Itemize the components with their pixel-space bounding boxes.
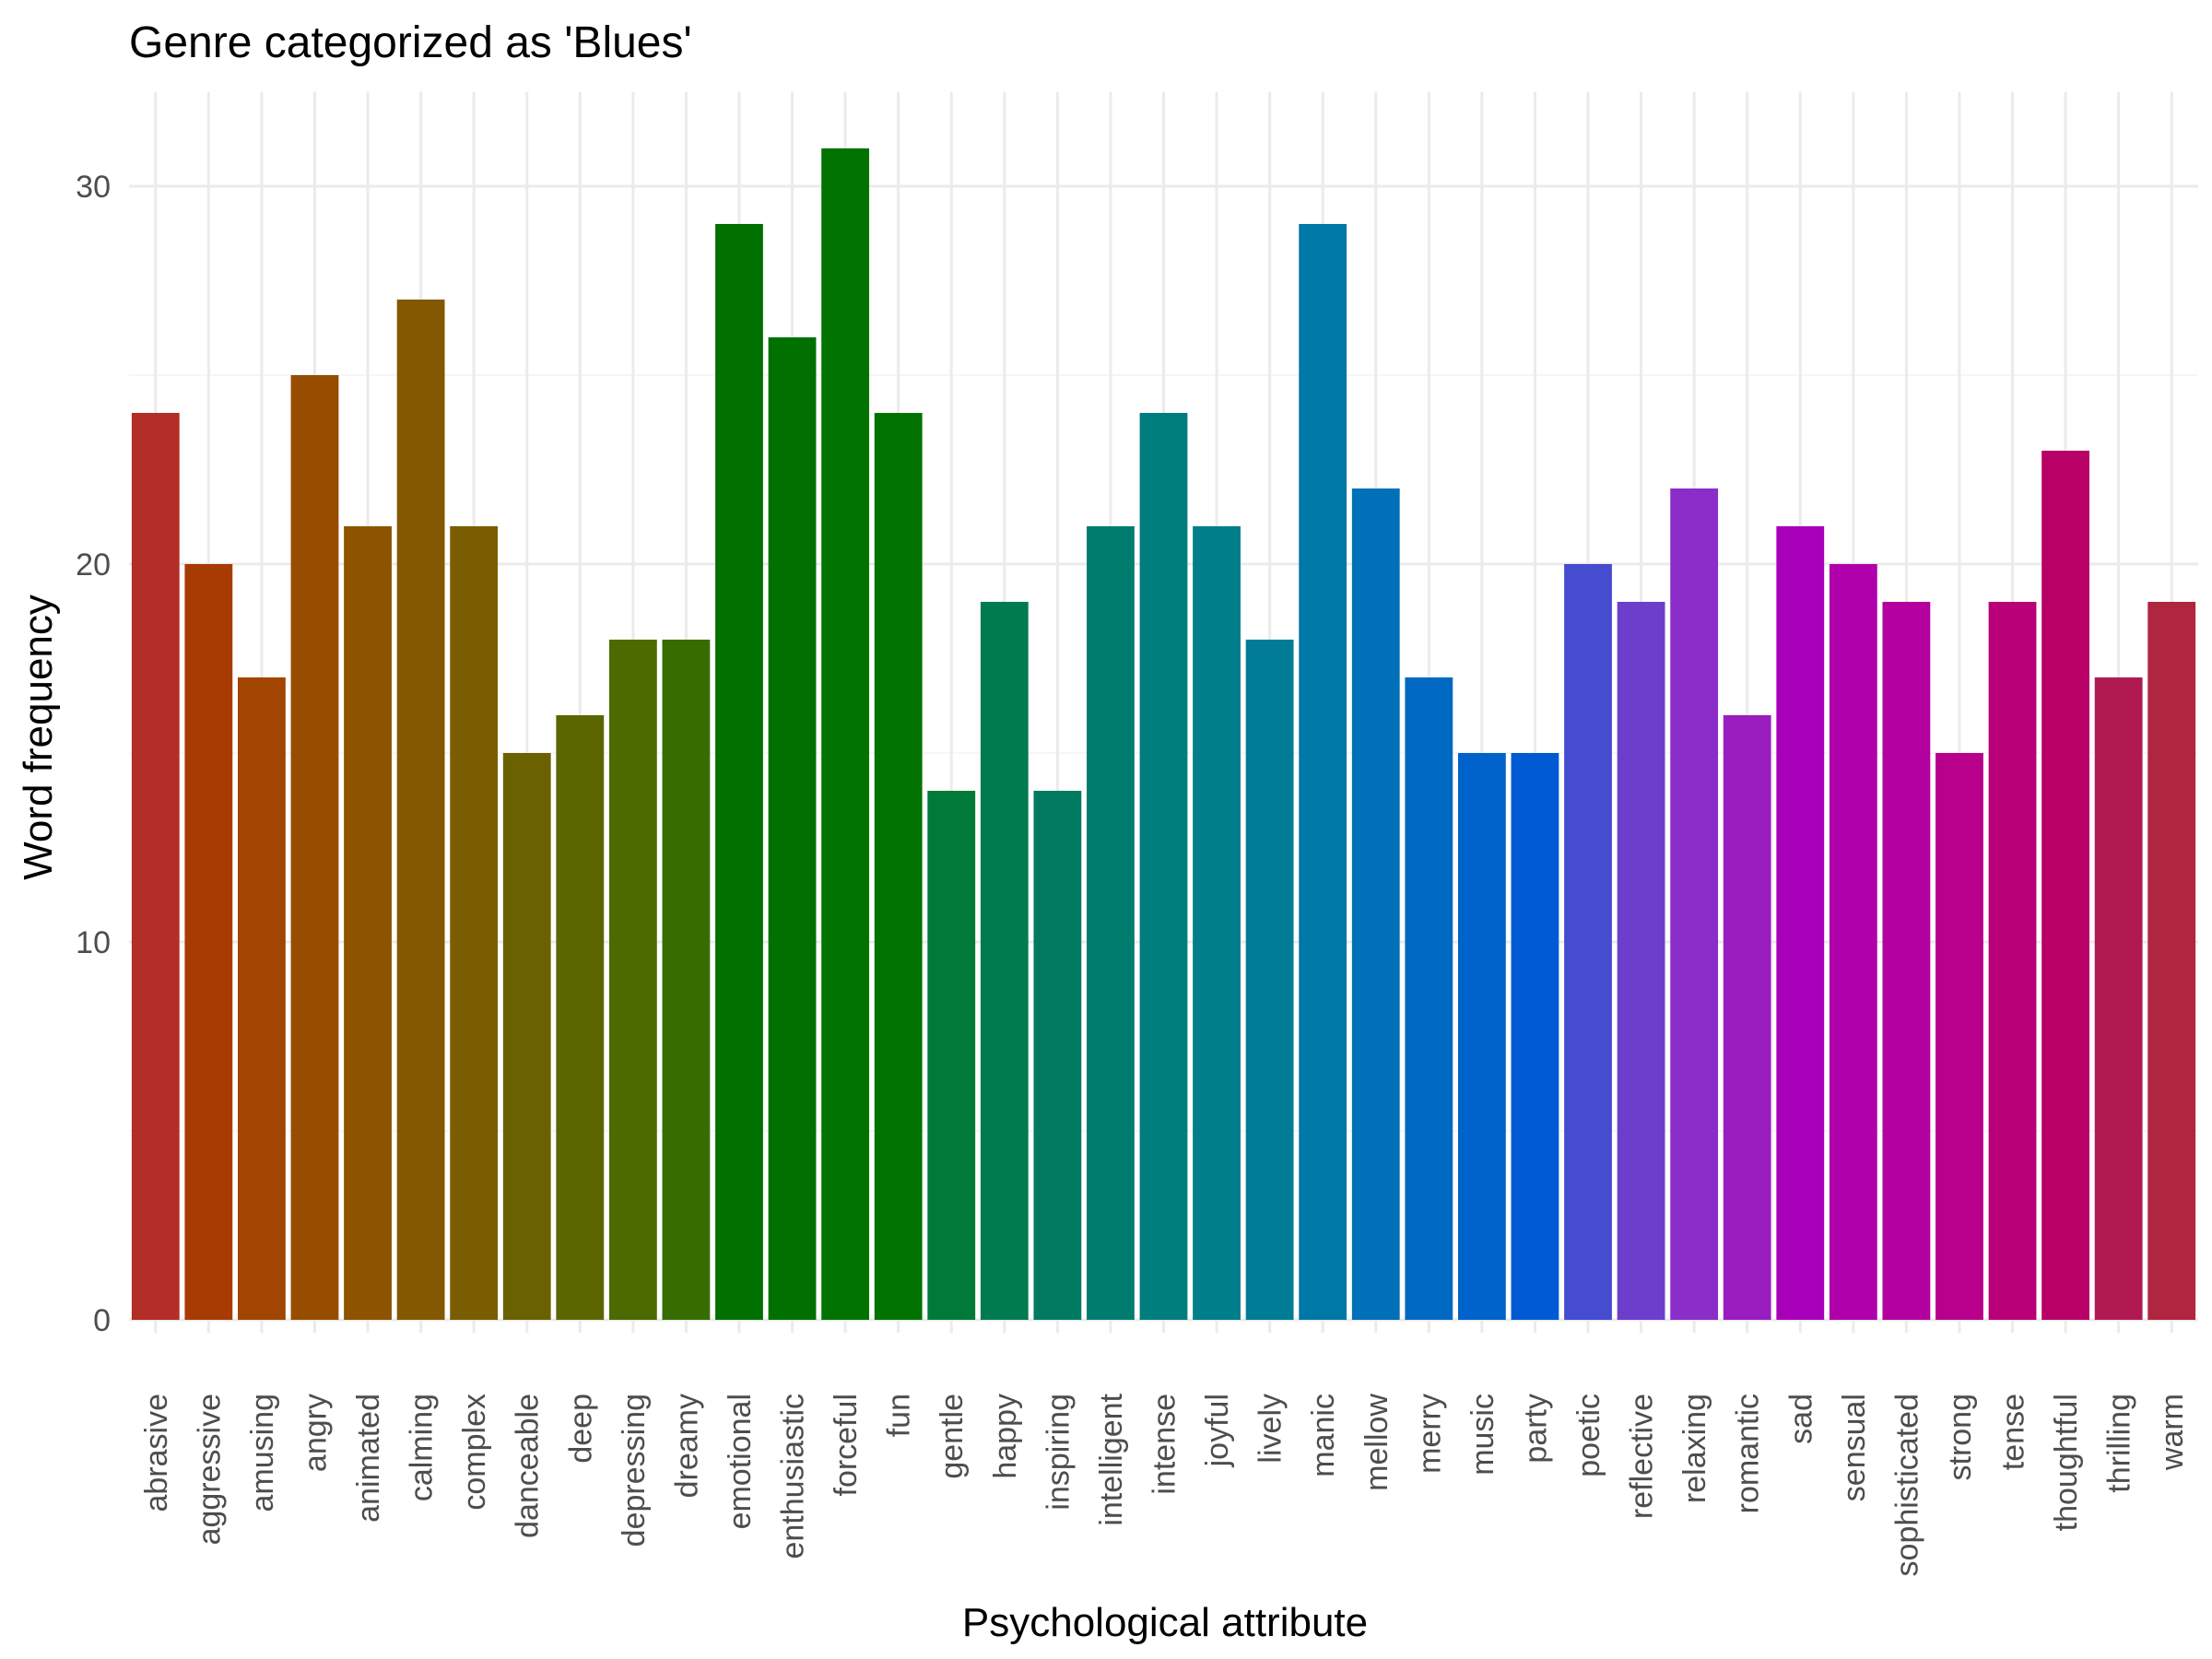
x-tick-label: happy	[988, 1394, 1023, 1479]
x-tick-label: sophisticated	[1889, 1394, 1924, 1576]
bar-calming	[396, 300, 445, 1320]
bar-complex	[450, 526, 499, 1320]
bar-warm	[2147, 602, 2196, 1320]
x-tick-label: amusing	[245, 1394, 280, 1512]
x-tick-label: depressing	[617, 1394, 652, 1547]
bar-intelligent	[1087, 526, 1135, 1320]
x-tick-label: forceful	[829, 1394, 864, 1497]
bar-enthusiastic	[768, 337, 817, 1320]
bar-relaxing	[1670, 488, 1719, 1320]
x-tick-label: calming	[405, 1394, 440, 1501]
y-tick-label: 10	[76, 925, 111, 960]
x-tick-label: inspiring	[1041, 1394, 1076, 1511]
chart-title: Genre categorized as 'Blues'	[129, 18, 692, 67]
bar-happy	[980, 602, 1029, 1320]
bar-poetic	[1564, 564, 1612, 1320]
x-tick-label: fun	[882, 1394, 917, 1437]
bar-music	[1457, 753, 1506, 1320]
bar-lively	[1245, 640, 1294, 1320]
x-tick-label: emotional	[723, 1394, 758, 1529]
x-tick-label: lively	[1253, 1394, 1288, 1464]
x-tick-label: thrilling	[2102, 1394, 2137, 1493]
x-tick-label: joyful	[1200, 1394, 1235, 1467]
y-tick-label: 0	[93, 1303, 111, 1338]
bar-tense	[1988, 602, 2037, 1320]
x-tick-label: romantic	[1731, 1394, 1766, 1513]
x-tick-label: enthusiastic	[776, 1394, 811, 1559]
x-tick-label: warm	[2155, 1394, 2190, 1471]
x-tick-label: relaxing	[1677, 1394, 1712, 1503]
bar-romantic	[1723, 715, 1771, 1320]
x-axis-title: Psychological attribute	[962, 1600, 1368, 1645]
bar-animated	[344, 526, 392, 1320]
x-tick-label: strong	[1943, 1394, 1978, 1481]
x-tick-label: manic	[1306, 1394, 1341, 1477]
bar-mellow	[1351, 488, 1400, 1320]
bar-abrasive	[131, 413, 180, 1320]
bar-angry	[290, 375, 339, 1320]
bar-intense	[1139, 413, 1188, 1320]
bar-party	[1511, 753, 1559, 1320]
x-tick-label: gentle	[935, 1394, 970, 1479]
x-tick-label: angry	[298, 1394, 333, 1472]
x-tick-label: reflective	[1625, 1394, 1660, 1519]
bar-joyful	[1193, 526, 1241, 1320]
x-tick-label: thoughtful	[2049, 1394, 2084, 1531]
x-tick-label: danceable	[511, 1394, 546, 1538]
y-tick-label: 30	[76, 170, 111, 205]
x-tick-label: aggressive	[192, 1394, 227, 1545]
bar-sophisticated	[1882, 602, 1931, 1320]
bar-aggressive	[184, 564, 233, 1320]
bar-thrilling	[2094, 677, 2143, 1320]
bar-merry	[1405, 677, 1453, 1320]
bar-dreamy	[662, 640, 711, 1320]
y-tick-label: 20	[76, 547, 111, 582]
x-tick-label: complex	[457, 1394, 492, 1511]
bar-strong	[1936, 753, 1983, 1320]
x-tick-label: party	[1518, 1394, 1553, 1464]
bar-emotional	[715, 224, 763, 1320]
x-tick-label: animated	[351, 1394, 386, 1523]
x-tick-label: sensual	[1837, 1394, 1872, 1501]
bar-inspiring	[1033, 791, 1082, 1320]
bar-amusing	[238, 677, 286, 1320]
x-tick-label: sad	[1783, 1394, 1818, 1444]
x-axis: abrasive aggressive amusing angry animated ca…	[139, 1393, 2190, 1576]
x-tick-label: tense	[1996, 1394, 2031, 1470]
x-tick-label: intelligent	[1094, 1393, 1129, 1525]
bar-danceable	[502, 753, 551, 1320]
bar-thoughtful	[2041, 451, 2089, 1320]
x-tick-label: dreamy	[669, 1394, 704, 1498]
bar-manic	[1299, 224, 1347, 1320]
y-axis: 0 10 20 30	[76, 170, 111, 1338]
x-tick-label: intense	[1147, 1394, 1182, 1495]
bar-sensual	[1829, 564, 1877, 1320]
bar-deep	[556, 715, 605, 1320]
x-tick-label: poetic	[1571, 1394, 1606, 1477]
x-tick-label: deep	[563, 1394, 598, 1464]
x-tick-label: music	[1465, 1394, 1500, 1476]
y-axis-title: Word frequency	[16, 594, 61, 880]
x-tick-label: merry	[1412, 1394, 1447, 1474]
bar-depressing	[608, 640, 657, 1320]
x-tick-label: mellow	[1359, 1394, 1394, 1491]
bar-forceful	[821, 148, 870, 1320]
bar-reflective	[1617, 602, 1665, 1320]
bar-sad	[1776, 526, 1825, 1320]
bars	[131, 148, 2196, 1320]
bar-gentle	[927, 791, 976, 1320]
bar-fun	[874, 413, 923, 1320]
x-tick-label: abrasive	[139, 1394, 174, 1512]
